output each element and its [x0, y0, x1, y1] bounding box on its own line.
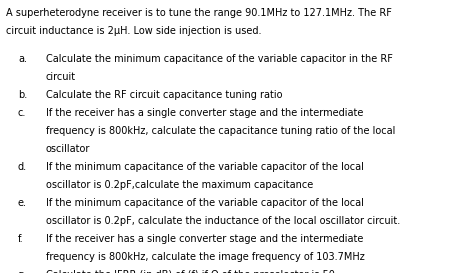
Text: If the minimum capacitance of the variable capacitor of the local: If the minimum capacitance of the variab… [46, 162, 364, 172]
Text: oscillator is 0.2pF,calculate the maximum capacitance: oscillator is 0.2pF,calculate the maximu… [46, 180, 313, 190]
Text: e.: e. [18, 198, 27, 208]
Text: a.: a. [18, 54, 27, 64]
Text: circuit: circuit [46, 72, 76, 82]
Text: g.: g. [18, 270, 27, 273]
Text: Calculate the minimum capacitance of the variable capacitor in the RF: Calculate the minimum capacitance of the… [46, 54, 393, 64]
Text: f.: f. [18, 234, 24, 244]
Text: circuit inductance is 2μH. Low side injection is used.: circuit inductance is 2μH. Low side inje… [6, 26, 262, 36]
Text: oscillator: oscillator [46, 144, 91, 154]
Text: If the receiver has a single converter stage and the intermediate: If the receiver has a single converter s… [46, 234, 364, 244]
Text: If the receiver has a single converter stage and the intermediate: If the receiver has a single converter s… [46, 108, 364, 118]
Text: A superheterodyne receiver is to tune the range 90.1MHz to 127.1MHz. The RF: A superheterodyne receiver is to tune th… [6, 8, 392, 18]
Text: oscillator is 0.2pF, calculate the inductance of the local oscillator circuit.: oscillator is 0.2pF, calculate the induc… [46, 216, 400, 226]
Text: frequency is 800kHz, calculate the capacitance tuning ratio of the local: frequency is 800kHz, calculate the capac… [46, 126, 395, 136]
Text: frequency is 800kHz, calculate the image frequency of 103.7MHz: frequency is 800kHz, calculate the image… [46, 252, 365, 262]
Text: Calculate the IFRR (in dB) of (f) if Q of the preselector is 50: Calculate the IFRR (in dB) of (f) if Q o… [46, 270, 335, 273]
Text: If the minimum capacitance of the variable capacitor of the local: If the minimum capacitance of the variab… [46, 198, 364, 208]
Text: Calculate the RF circuit capacitance tuning ratio: Calculate the RF circuit capacitance tun… [46, 90, 283, 100]
Text: d.: d. [18, 162, 27, 172]
Text: b.: b. [18, 90, 27, 100]
Text: c.: c. [18, 108, 27, 118]
